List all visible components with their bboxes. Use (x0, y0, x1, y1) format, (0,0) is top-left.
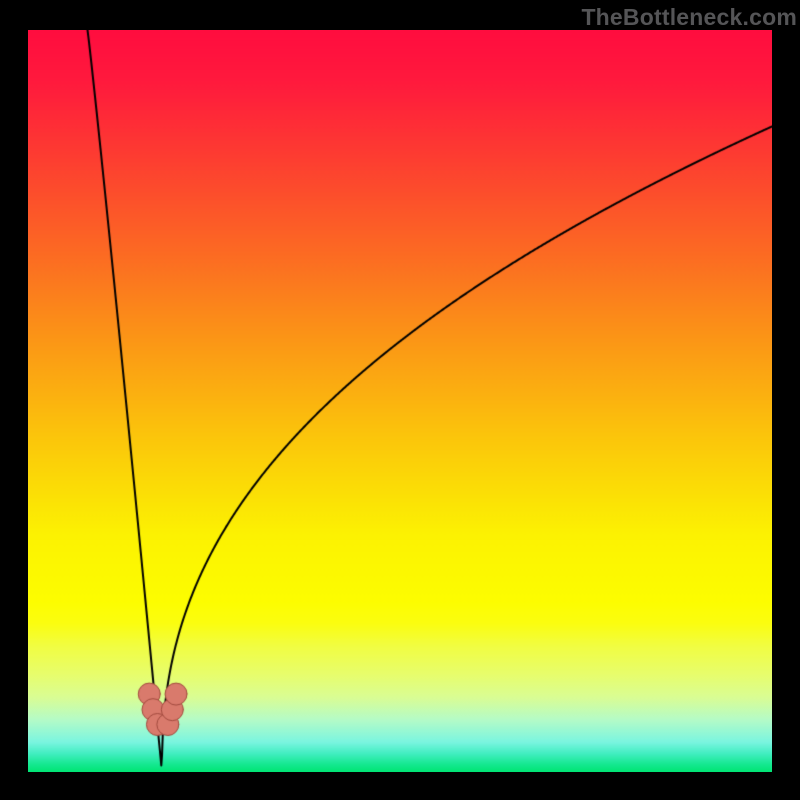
watermark-text: TheBottleneck.com (581, 4, 797, 31)
chart-canvas (28, 30, 772, 772)
chart-plot-area (28, 30, 772, 772)
